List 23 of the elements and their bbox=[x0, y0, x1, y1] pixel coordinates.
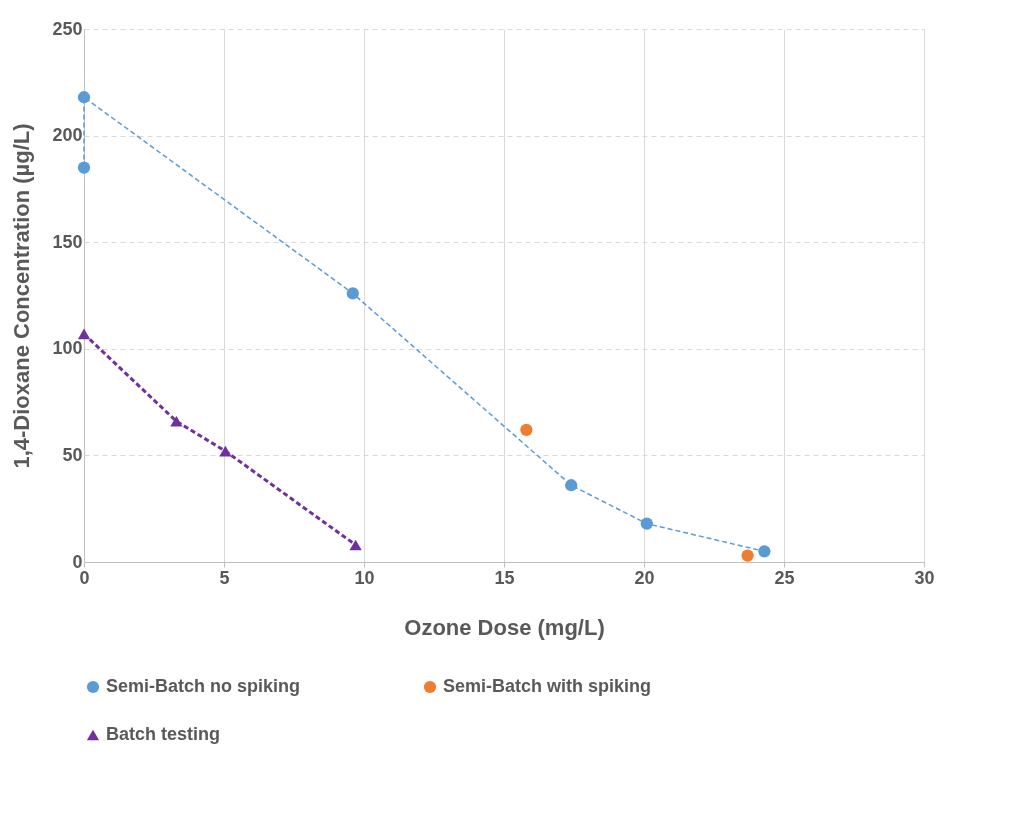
x-tick-label: 5 bbox=[219, 567, 230, 588]
y-tick-label: 50 bbox=[62, 444, 83, 465]
point bbox=[565, 479, 578, 492]
x-tick-label: 25 bbox=[774, 567, 795, 588]
x-axis-title: Ozone Dose (mg/L) bbox=[404, 614, 605, 640]
point bbox=[349, 539, 362, 551]
y-tick-label: 200 bbox=[52, 125, 83, 146]
legend-label: Batch testing bbox=[106, 724, 221, 744]
legend-label: Semi-Batch with spiking bbox=[443, 676, 652, 696]
y-tick-label: 100 bbox=[52, 338, 83, 359]
y-tick-label: 0 bbox=[72, 551, 83, 572]
x-tick-label: 20 bbox=[634, 567, 655, 588]
x-tick-label: 10 bbox=[354, 567, 375, 588]
legend-label: Semi-Batch no spiking bbox=[106, 676, 301, 696]
x-tick-label: 30 bbox=[914, 567, 935, 588]
y-axis-title: 1,4-Dioxane Concentration (µg/L) bbox=[9, 123, 35, 469]
point bbox=[758, 545, 771, 558]
point bbox=[520, 423, 533, 436]
point bbox=[741, 549, 754, 562]
y-tick-label: 150 bbox=[52, 231, 83, 252]
y-tick-label: 250 bbox=[52, 18, 83, 39]
x-tick-label: 15 bbox=[494, 567, 515, 588]
point bbox=[346, 287, 359, 300]
